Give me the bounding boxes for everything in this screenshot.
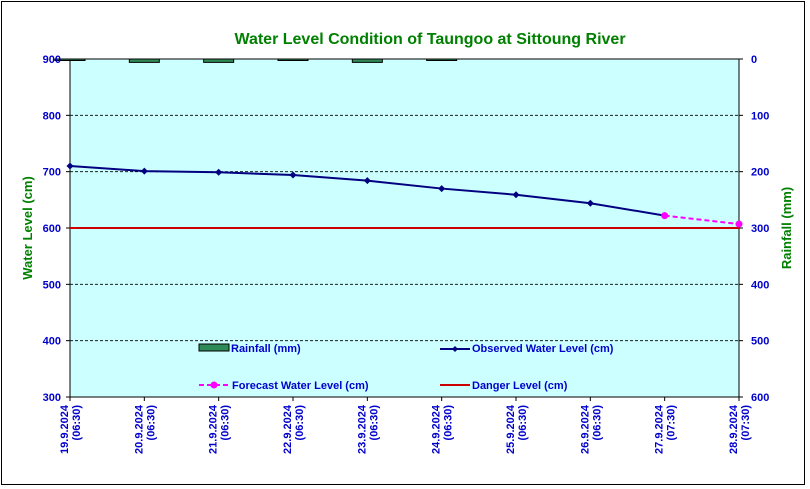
x-tick-date: 21.9.2024 [208,404,220,454]
legend-rainfall-swatch [198,343,230,352]
y2-tick-label: 600 [751,392,769,404]
x-tick-date: 25.9.2024 [505,404,517,454]
x-tick-date: 28.9.2024 [728,404,740,454]
x-tick-label: 28.9.2024 (07:30) [728,404,752,454]
x-tick-date: 24.9.2024 [431,404,443,454]
rainfall-bar [277,58,309,61]
x-tick-date: 22.9.2024 [282,404,294,454]
observed-point [140,167,148,175]
x-tick-date: 20.9.2024 [133,404,145,454]
x-tick-label: 25.9.2024 (06:30) [505,404,529,454]
observed-point [438,185,446,193]
legend-rainfall-label: Rainfall (mm) [231,343,301,355]
x-tick-label: 24.9.2024 (06:30) [431,404,455,454]
x-tick-label: 23.9.2024 (06:30) [356,404,380,454]
x-tick-time: (07:30) [666,405,678,441]
observed-series [66,162,669,220]
y2-tick-label: 200 [751,167,769,179]
x-tick-time: (06:30) [145,405,157,441]
x-tick-date: 23.9.2024 [356,404,368,454]
y2-tick-label: 100 [751,110,769,122]
y-tick-label: 500 [43,279,61,291]
x-tick-time: (06:30) [368,405,380,441]
forecast-point [735,220,743,228]
y2-tick-label: 300 [751,223,769,235]
x-tick-date: 27.9.2024 [654,404,666,454]
observed-point [289,171,297,179]
x-tick-time: (06:30) [443,405,455,441]
x-tick-date: 26.9.2024 [579,404,591,454]
y2-tick-label: 0 [751,54,757,66]
x-tick-label: 22.9.2024 (06:30) [282,404,306,454]
rainfall-bar [351,58,383,63]
observed-point [215,168,223,176]
forecast-line [664,214,740,226]
x-tick-time: (07:30) [740,405,752,441]
x-tick-time: (06:30) [220,405,232,441]
x-tick-label: 26.9.2024 (06:30) [579,404,603,454]
x-tick-label: 27.9.2024 (07:30) [654,404,678,454]
x-tick-time: (06:30) [591,405,603,441]
y2-axis-ticks: 0 100 200 300 400 500 600 [739,54,769,404]
x-tick-label: 19.9.2024 (06:30) [59,404,83,454]
observed-point [586,199,594,207]
x-tick-time: (06:30) [517,405,529,441]
y2-tick-label: 400 [751,279,769,291]
chart-title: Water Level Condition of Taungoo at Sitt… [234,31,625,48]
forecast-point [661,212,669,220]
y2-axis-title: Rainfall (mm) [779,187,794,269]
x-tick-label: 20.9.2024 (06:30) [133,404,157,454]
y-tick-label: 400 [43,336,61,348]
legend-forecast-label: Forecast Water Level (cm) [232,380,369,392]
rainfall-bar [203,58,235,63]
y-tick-label: 700 [43,167,61,179]
legend-forecast-marker [210,381,218,389]
observed-point [66,162,74,170]
x-axis-ticks: 19.9.2024 (06:30) 20.9.2024 (06:30) 21.9.202… [59,397,752,454]
y-axis-title: Water Level (cm) [20,176,35,280]
y-tick-label: 900 [43,54,61,66]
y-tick-label: 300 [43,392,61,404]
x-tick-label: 21.9.2024 (06:30) [208,404,232,454]
legend-observed-marker [452,346,458,352]
x-tick-time: (06:30) [71,405,83,441]
y-tick-label: 800 [43,110,61,122]
observed-point [363,177,371,185]
observed-point [512,191,520,199]
legend-danger-label: Danger Level (cm) [472,380,568,392]
x-tick-time: (06:30) [294,405,306,441]
rainfall-bar [128,58,160,63]
y2-tick-label: 500 [751,336,769,348]
forecast-series [661,212,743,228]
rainfall-bar [426,58,458,61]
y-tick-label: 600 [43,223,61,235]
legend-observed-label: Observed Water Level (cm) [472,343,614,355]
x-tick-date: 19.9.2024 [59,404,71,454]
y-axis-ticks: 900 800 700 600 500 400 300 [43,54,70,404]
legend: Rainfall (mm) Observed Water Level (cm) … [198,343,614,392]
